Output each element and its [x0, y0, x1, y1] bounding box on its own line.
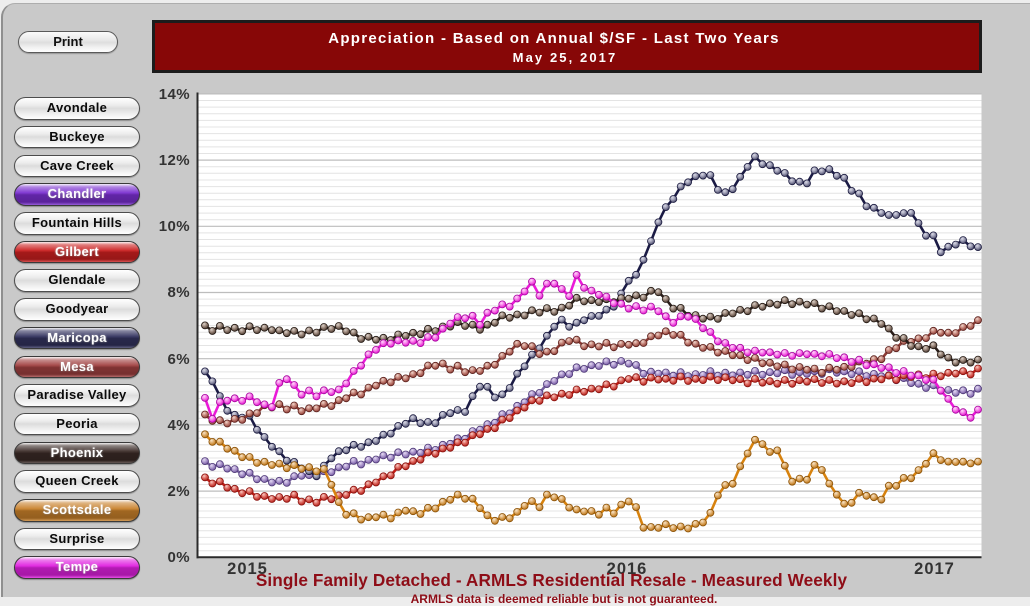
svg-text:12%: 12% [159, 152, 190, 169]
svg-text:2015: 2015 [227, 560, 268, 578]
svg-text:2017: 2017 [914, 560, 955, 578]
svg-text:10%: 10% [159, 218, 190, 235]
svg-text:8%: 8% [168, 284, 190, 301]
svg-text:14%: 14% [159, 86, 190, 103]
svg-text:2016: 2016 [607, 560, 648, 578]
svg-text:4%: 4% [168, 417, 190, 434]
svg-text:6%: 6% [168, 351, 190, 368]
svg-text:2%: 2% [168, 483, 190, 500]
svg-text:0%: 0% [168, 549, 190, 566]
